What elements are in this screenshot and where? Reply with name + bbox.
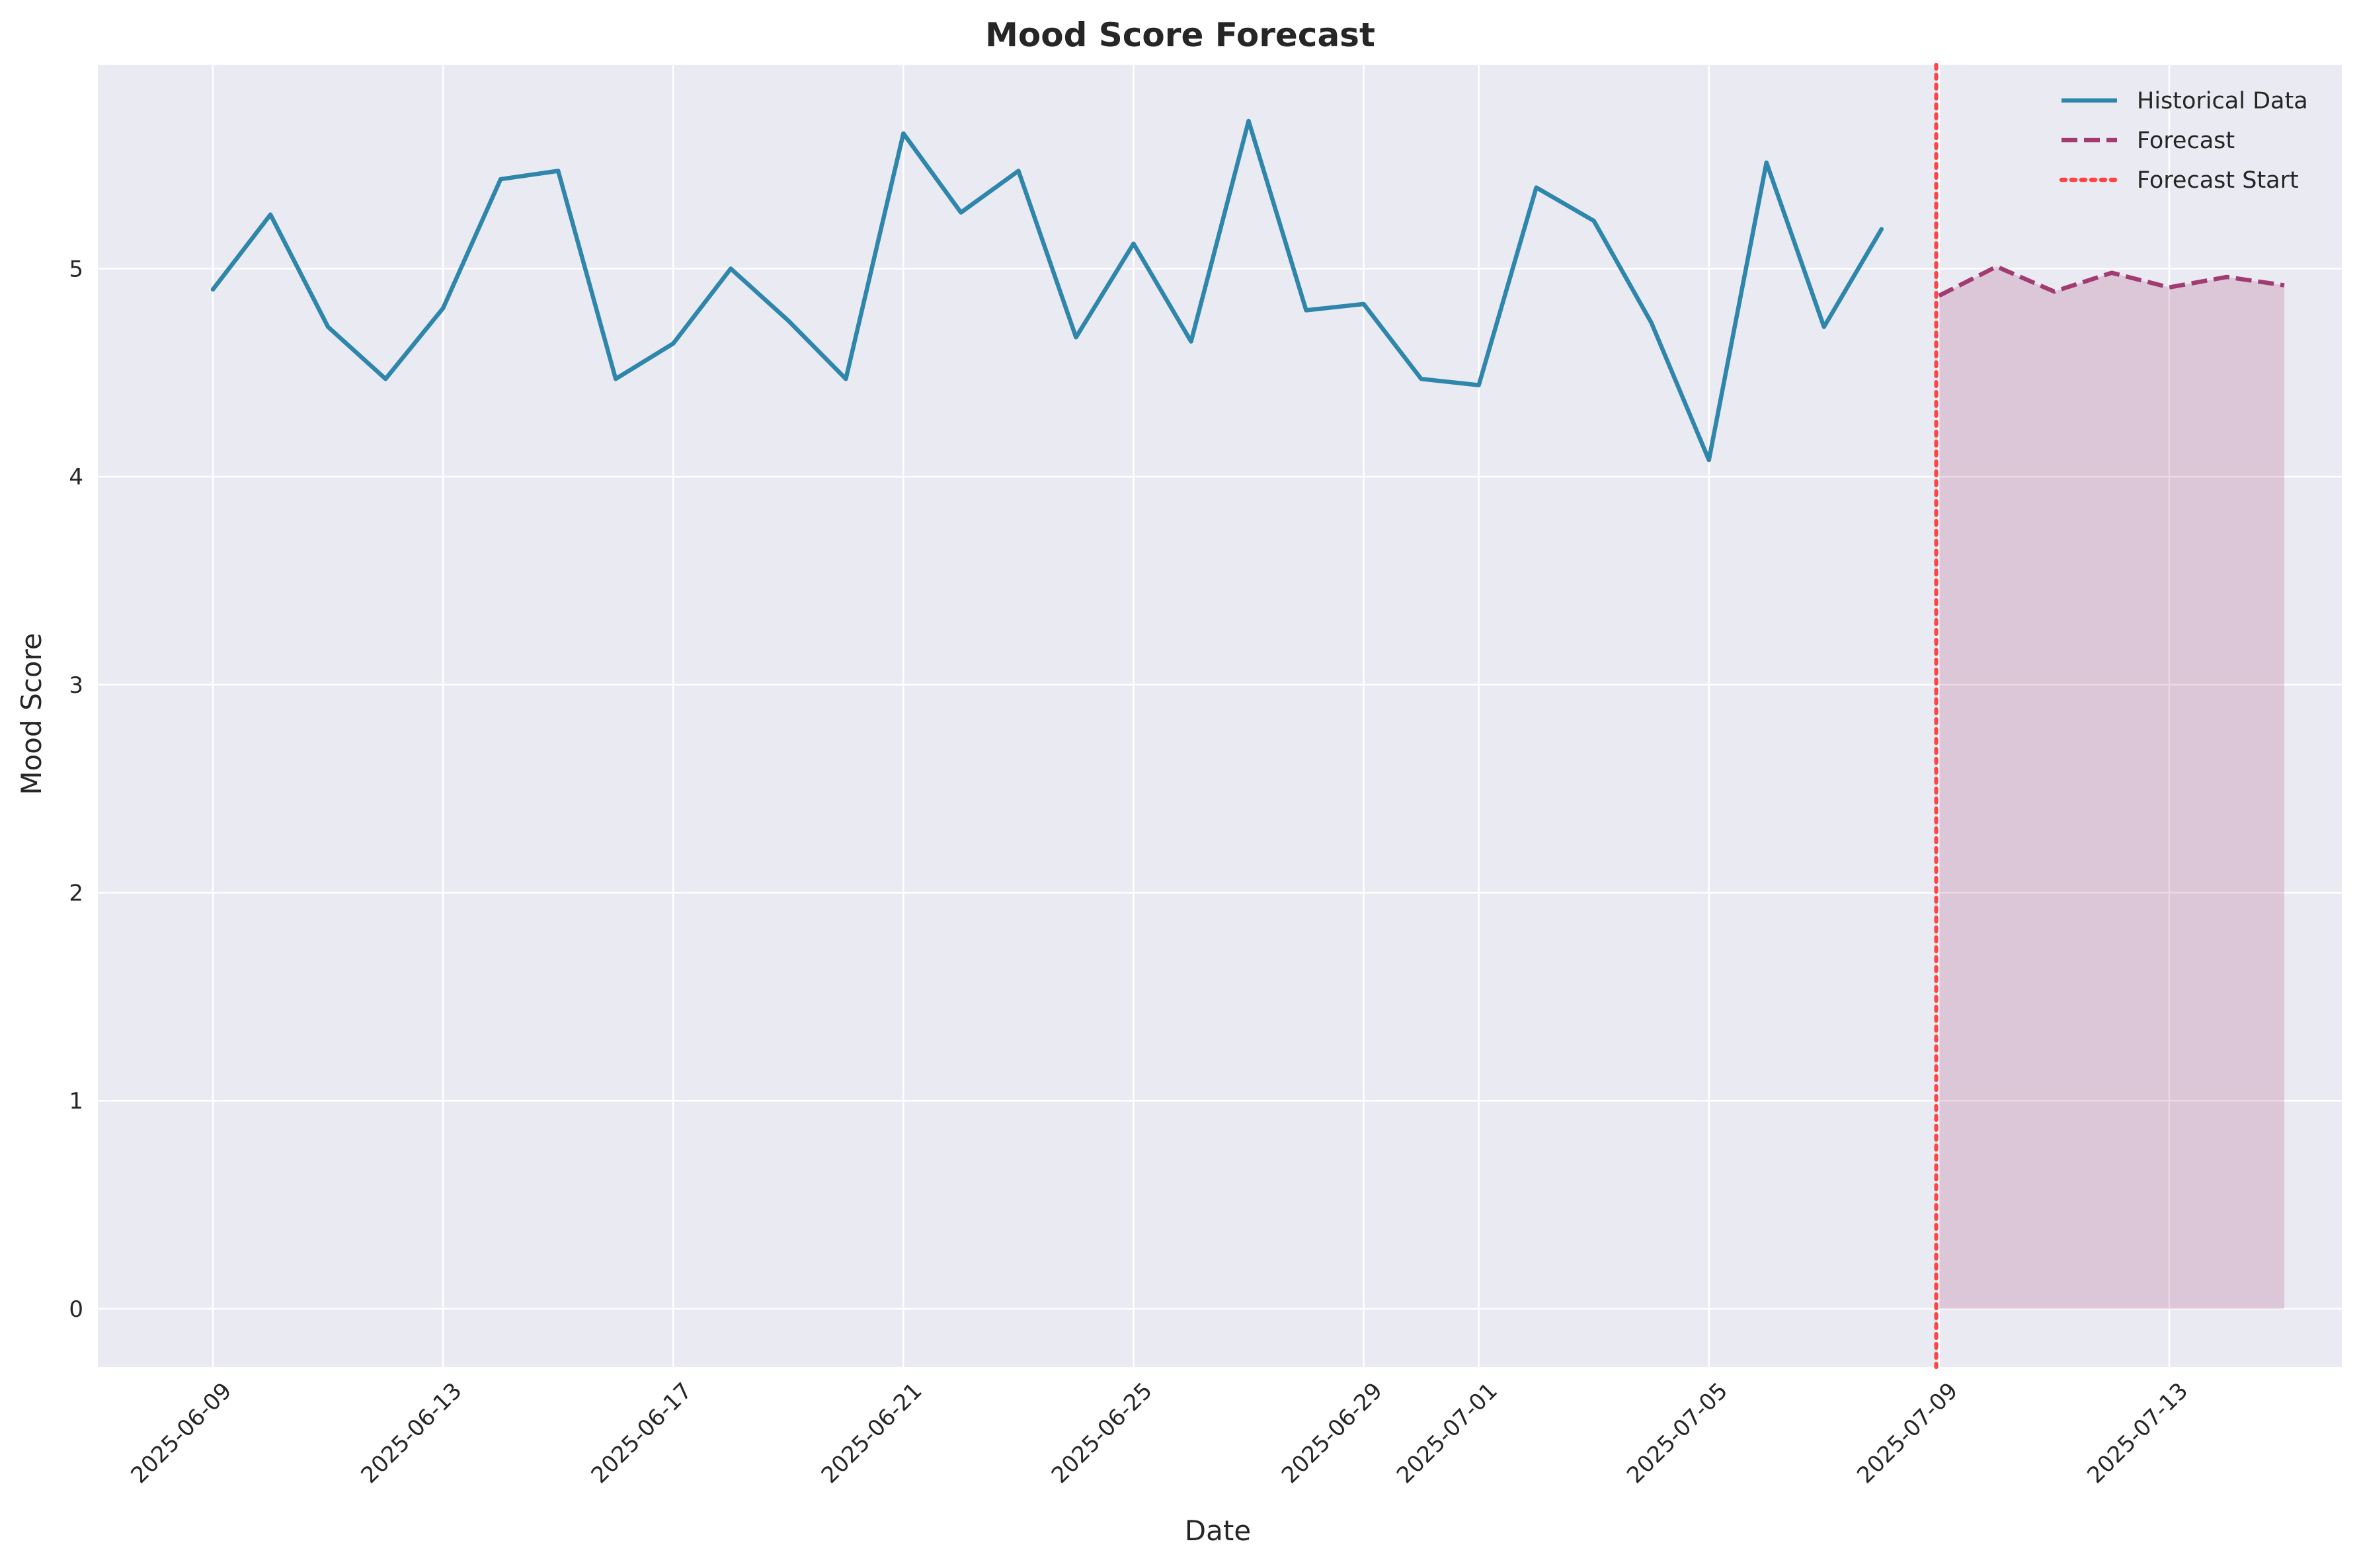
y-tick-label: 1	[69, 1088, 83, 1115]
chart-title: Mood Score Forecast	[985, 16, 1375, 54]
legend-historical-label: Historical Data	[2137, 88, 2308, 114]
y-axis-label: Mood Score	[15, 633, 48, 795]
legend-forecast-label: Forecast	[2137, 128, 2235, 154]
x-axis-label: Date	[1185, 1514, 1251, 1547]
y-tick-label: 2	[69, 880, 83, 906]
legend-forecast-start-label: Forecast Start	[2137, 167, 2299, 194]
y-tick-label: 0	[69, 1296, 83, 1323]
y-tick-label: 5	[69, 256, 83, 282]
forecast-confidence-band	[1939, 266, 2284, 1309]
y-tick-label: 3	[69, 672, 83, 699]
y-tick-label: 4	[69, 464, 83, 490]
forecast-band-layer	[1939, 266, 2284, 1309]
